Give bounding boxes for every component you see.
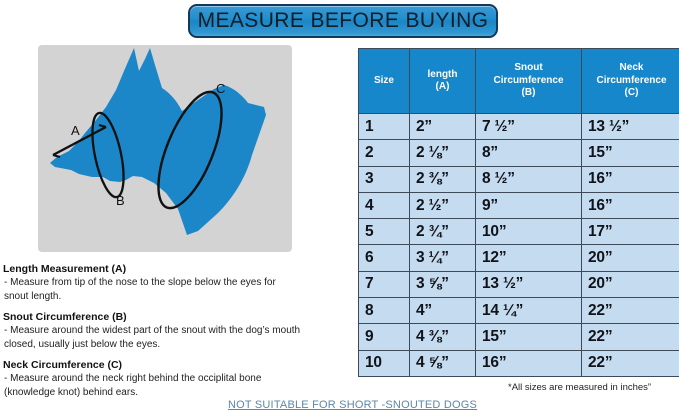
marker-c-label: C (216, 81, 225, 96)
cell-snout: 8 ½” (475, 165, 582, 193)
cell-neck: 22” (581, 323, 679, 351)
cell-neck: 20” (581, 244, 679, 272)
legend-line: - Measure from tip of the nose to the sl… (4, 277, 276, 288)
cell-size: 3 (358, 165, 410, 193)
header-line: Circumference (493, 74, 564, 86)
table-body: 1 2” 7 ½” 13 ½” 2 2 ⅛” 8” 15” 3 2 ⅜” 8 ½… (358, 112, 679, 377)
cell-snout: 16” (475, 349, 582, 377)
cell-length: 2 ½” (409, 191, 476, 220)
cell-snout: 14 ¼” (475, 297, 582, 325)
legend-item-snout: Snout Circumference (B) - Measure around… (3, 310, 348, 351)
header-line: length (427, 68, 458, 80)
cell-size: 1 (358, 112, 410, 141)
header-line: Snout (514, 62, 543, 74)
table-row: 3 2 ⅜” 8 ½” 16” (358, 165, 679, 193)
cell-snout: 15” (475, 323, 582, 351)
header-line: (B) (521, 87, 536, 99)
cell-snout: 7 ½” (475, 112, 582, 141)
table-header-row: Size length (A) Snout Circumference (B) … (358, 48, 679, 114)
cell-length: 4 ⅝” (409, 349, 476, 377)
legend-heading: Length Measurement (A) (3, 263, 127, 275)
table-row: 8 4” 14 ¼” 22” (358, 297, 679, 325)
table-row: 10 4 ⅝” 16” 22” (358, 349, 679, 377)
marker-c-loop (157, 90, 223, 210)
cell-neck: 22” (581, 349, 679, 377)
cell-size: 10 (358, 349, 410, 377)
table-header: Size length (A) Snout Circumference (B) … (358, 48, 679, 114)
cell-size: 9 (358, 323, 410, 351)
column-header-length: length (A) (409, 48, 476, 114)
table-row: 7 3 ⅝” 13 ½” 20” (358, 270, 679, 299)
cell-neck: 16” (581, 165, 679, 193)
marker-b-loop (91, 111, 125, 199)
legend-heading: Neck Circumference (C) (3, 359, 123, 371)
table-row: 4 2 ½” 9” 16” (358, 191, 679, 220)
marker-a-label: A (71, 123, 80, 138)
table-row: 1 2” 7 ½” 13 ½” (358, 112, 679, 141)
cell-length: 3 ⅝” (409, 270, 476, 299)
measurement-legend: Length Measurement (A) - Measure from ti… (3, 262, 348, 406)
column-header-neck-circumference: Neck Circumference (C) (581, 48, 679, 114)
dog-illustration-panel: A B C (38, 45, 292, 252)
cell-size: 7 (358, 270, 410, 299)
cell-neck: 16” (581, 191, 679, 220)
marker-b-label: B (116, 193, 125, 208)
cell-snout: 13 ½” (475, 270, 582, 299)
table-row: 2 2 ⅛” 8” 15” (358, 139, 679, 167)
legend-line: - Measure around the widest part of the … (4, 325, 301, 336)
cell-neck: 22” (581, 297, 679, 325)
table-units-note: *All sizes are measured in inches” (508, 382, 652, 393)
not-suitable-warning-link[interactable]: NOT SUITABLE FOR SHORT -SNOUTED DOGS (228, 399, 478, 411)
cell-length: 2 ⅜” (409, 165, 476, 193)
header-line: (C) (624, 87, 639, 99)
legend-line: - Measure around the neck right behind t… (4, 373, 262, 384)
header-line: Circumference (596, 74, 667, 86)
cell-length: 2 ⅛” (409, 139, 476, 167)
table-row: 6 3 ¼” 12” 20” (358, 244, 679, 272)
marker-a-line (52, 123, 107, 159)
cell-snout: 10” (475, 218, 582, 246)
cell-snout: 9” (475, 191, 582, 220)
legend-line: snout length. (4, 290, 62, 302)
legend-heading: Snout Circumference (B) (3, 311, 127, 323)
legend-item-neck: Neck Circumference (C) - Measure around … (3, 358, 348, 399)
table-row: 9 4 ⅜” 15” 22” (358, 323, 679, 351)
header-line: (A) (435, 81, 450, 92)
column-header-snout-circumference: Snout Circumference (B) (475, 48, 582, 114)
header-line: Size (373, 74, 394, 86)
cell-size: 5 (358, 218, 410, 246)
legend-item-length: Length Measurement (A) - Measure from ti… (3, 262, 348, 303)
cell-neck: 15” (581, 139, 679, 167)
table-row: 5 2 ¾” 10” 17” (358, 218, 679, 246)
cell-neck: 13 ½” (581, 112, 679, 141)
page-title: MEASURE BEFORE BUYING (197, 9, 489, 32)
cell-size: 4 (358, 191, 410, 220)
cell-snout: 12” (475, 244, 582, 272)
cell-snout: 8” (475, 139, 582, 167)
cell-length: 4 ⅜” (409, 323, 476, 351)
cell-size: 2 (358, 139, 410, 167)
legend-line: (knowledge knot) behind ears. (4, 386, 138, 398)
dog-head-diagram-icon: A B C (50, 48, 266, 235)
column-header-size: Size (358, 48, 410, 114)
cell-length: 4” (409, 297, 476, 325)
header-line: Neck (619, 62, 644, 74)
cell-neck: 17” (581, 218, 679, 246)
legend-line: closed, usually just below the eyes. (4, 338, 161, 350)
cell-length: 2 ¾” (409, 218, 476, 246)
cell-neck: 20” (581, 270, 679, 299)
dog-silhouette-shape (50, 48, 266, 235)
cell-length: 3 ¼” (409, 244, 476, 272)
size-chart-table: Size length (A) Snout Circumference (B) … (358, 48, 679, 377)
cell-size: 6 (358, 244, 410, 272)
title-banner: MEASURE BEFORE BUYING (188, 4, 498, 38)
cell-size: 8 (358, 297, 410, 325)
cell-length: 2” (409, 112, 476, 141)
